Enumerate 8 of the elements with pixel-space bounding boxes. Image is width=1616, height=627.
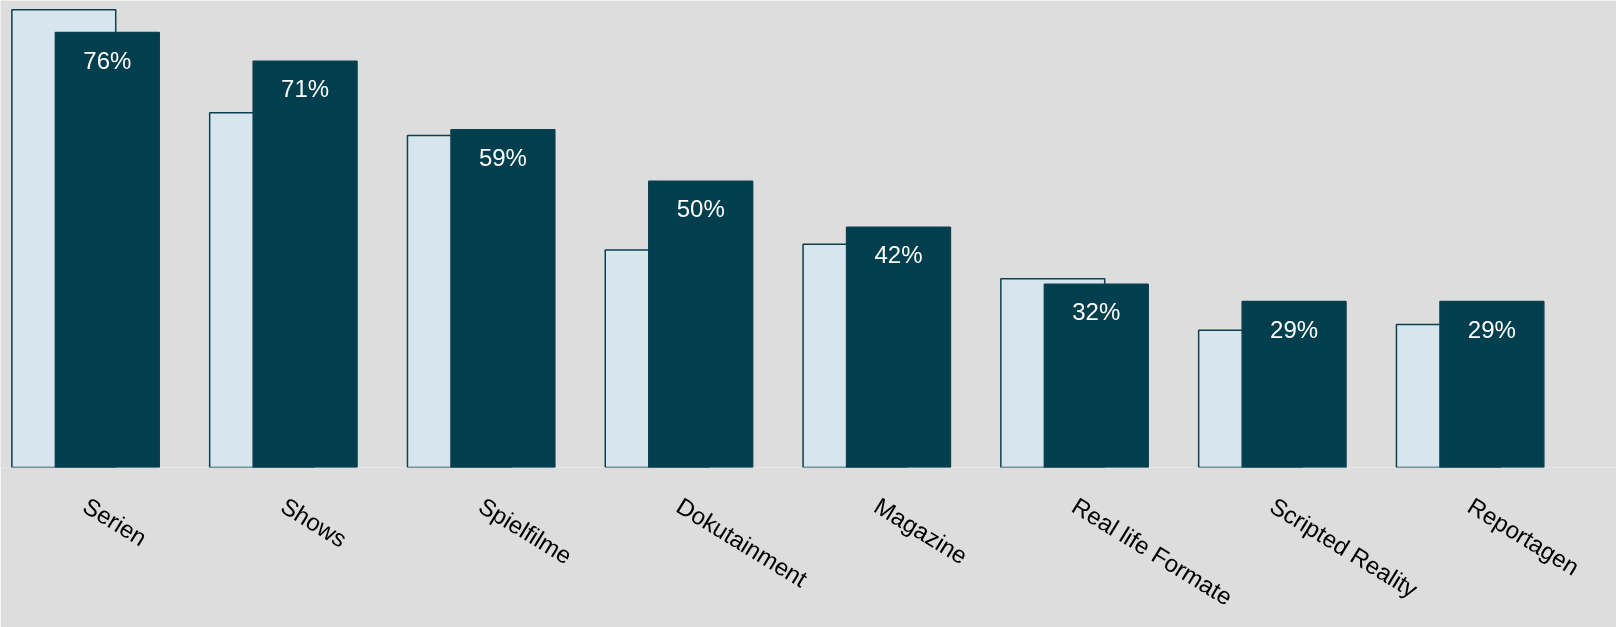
data-label: 71%: [281, 75, 330, 103]
data-label: 59%: [478, 143, 527, 171]
data-label: 76%: [83, 46, 132, 74]
data-label: 32%: [1072, 298, 1121, 326]
data-label: 29%: [1467, 315, 1516, 343]
data-label: 50%: [676, 195, 725, 223]
data-label: 42%: [874, 241, 923, 269]
data-label: 29%: [1270, 315, 1319, 343]
